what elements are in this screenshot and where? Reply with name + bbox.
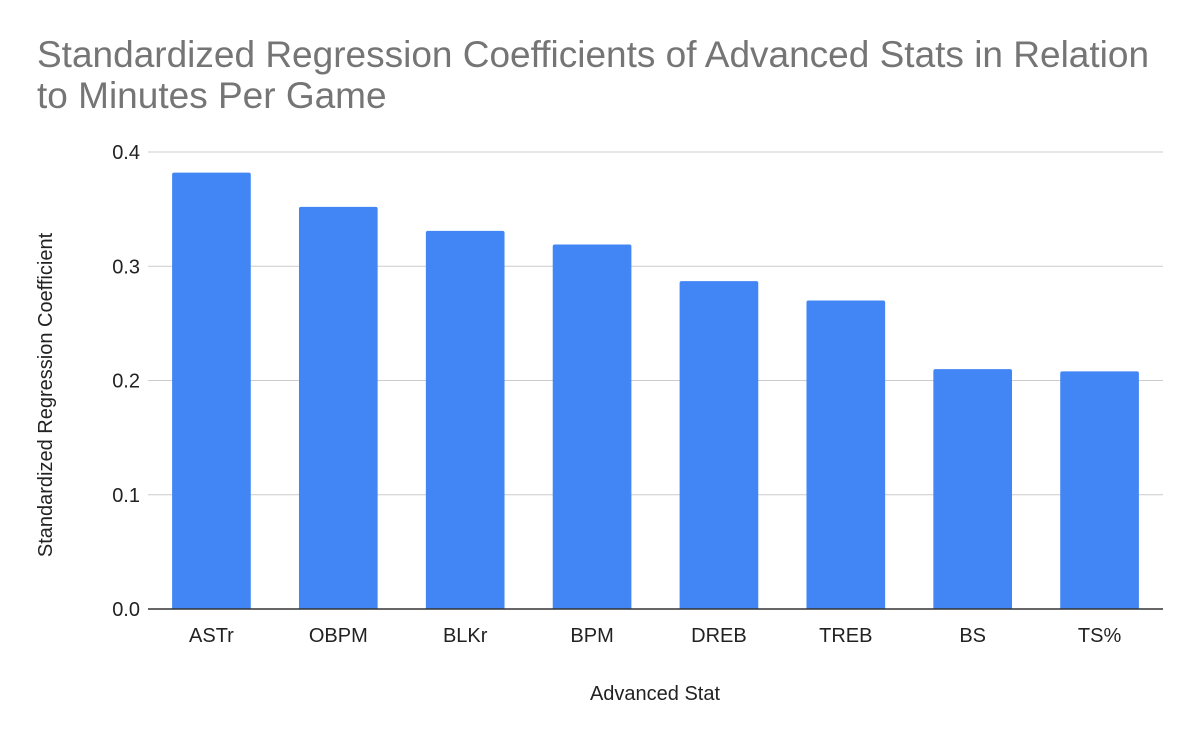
bar-treb xyxy=(806,300,886,609)
x-tick-label: TREB xyxy=(819,625,872,647)
x-tick-label: DREB xyxy=(691,625,747,647)
y-tick-label: 0.4 xyxy=(112,142,140,164)
y-tick-label: 0.2 xyxy=(112,371,140,393)
y-tick-labels: 0.0 0.1 0.2 0.3 0.4 xyxy=(112,142,140,621)
bar-ts xyxy=(1060,371,1139,609)
bar-bs xyxy=(933,369,1013,609)
bars xyxy=(172,172,1139,610)
bar-dreb xyxy=(679,281,759,609)
x-tick-label: BLKr xyxy=(443,625,488,647)
y-tick-label: 0.3 xyxy=(112,256,140,278)
bar-bpm xyxy=(552,244,632,610)
bar-blkr xyxy=(425,230,505,609)
bar-astr xyxy=(172,172,251,609)
x-tick-label: BS xyxy=(959,625,986,647)
bar-obpm xyxy=(298,206,378,609)
y-tick-label: 0.1 xyxy=(112,485,140,507)
x-axis-title: Advanced Stat xyxy=(590,683,721,705)
x-tick-label: BPM xyxy=(570,625,613,647)
x-tick-label: ASTr xyxy=(189,625,234,647)
x-tick-label: OBPM xyxy=(309,625,368,647)
y-axis-title: Standardized Regression Coefficient xyxy=(35,232,57,557)
y-tick-label: 0.0 xyxy=(112,599,140,621)
x-tick-labels: ASTr OBPM BLKr BPM DREB TREB BS TS% xyxy=(189,625,1121,647)
chart-title: Standardized Regression Coefficients of … xyxy=(37,34,1150,116)
x-tick-label: TS% xyxy=(1078,625,1122,647)
